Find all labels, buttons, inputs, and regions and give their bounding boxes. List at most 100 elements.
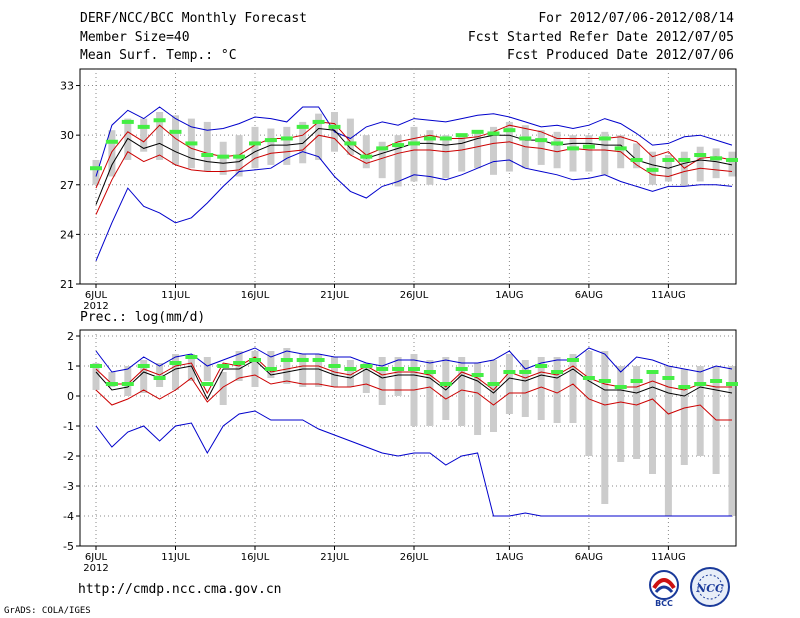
temp-observed-marker xyxy=(169,129,182,134)
prec-spread-box xyxy=(203,357,211,381)
temp-spread-box xyxy=(267,128,275,165)
prec-xtick-label: 6JUL xyxy=(85,552,108,563)
temp-spread-box xyxy=(378,141,386,179)
temp-observed-marker xyxy=(90,166,102,171)
temp-spread-box xyxy=(569,135,577,172)
prec-observed-marker xyxy=(312,358,325,362)
temp-spread-box xyxy=(299,121,307,164)
temp-frame xyxy=(79,68,737,285)
prec-observed-marker xyxy=(217,364,230,368)
prec-spread-box xyxy=(267,351,275,378)
prec-ytick-label: -4 xyxy=(63,510,74,523)
temp-xtick-label: 6AUG xyxy=(575,290,603,301)
temp-xtick-label: 11AUG xyxy=(651,290,686,301)
temp-observed-marker xyxy=(312,119,325,124)
prec-ytick-label: -1 xyxy=(63,420,74,433)
prec-xtick-label: 26JUL xyxy=(400,552,429,563)
temp-observed-marker xyxy=(503,128,516,133)
temp-xtick-label: 6JUL xyxy=(85,290,108,301)
temp-xtick-label: 1AUG xyxy=(495,290,523,301)
temp-observed-marker xyxy=(328,124,341,129)
prec-spread-box xyxy=(664,366,672,516)
temp-observed-marker xyxy=(646,167,659,172)
temp-xtick-label: 26JUL xyxy=(400,290,429,301)
prec-spread-box xyxy=(426,360,434,426)
temp-spread-box xyxy=(585,135,593,172)
temp-spread-box xyxy=(410,126,418,182)
prec-observed-marker xyxy=(296,358,309,362)
temp-observed-marker xyxy=(392,143,405,148)
temp-observed-marker xyxy=(105,139,118,144)
temp-spread-box xyxy=(283,126,291,165)
temp-observed-marker xyxy=(487,131,500,136)
prec-ytick-label: 1 xyxy=(67,360,74,373)
temp-spread-box xyxy=(728,151,736,177)
prec-observed-marker xyxy=(90,364,102,368)
temp-observed-marker xyxy=(567,146,579,151)
temp-line-ensemble-max xyxy=(95,106,733,177)
prec-observed-marker xyxy=(121,382,134,386)
temp-observed-marker xyxy=(694,153,707,157)
temp-spread-box xyxy=(712,148,720,179)
prec-observed-marker xyxy=(710,379,723,383)
temp-spread-box xyxy=(458,135,466,172)
temp-line-ensemble-lower xyxy=(95,134,733,215)
prec-ytick-label: 0 xyxy=(67,390,74,403)
temp-observed-marker xyxy=(153,118,166,123)
temp-observed-marker xyxy=(423,136,436,141)
temp-spread-box xyxy=(315,113,323,160)
produced-date: Fcst Produced Date 2012/07/06 xyxy=(507,48,734,63)
prec-observed-marker xyxy=(487,382,500,386)
prec-observed-marker xyxy=(646,370,659,374)
prec-xtick-label: 6AUG xyxy=(575,552,603,563)
temp-observed-marker xyxy=(471,129,484,134)
temp-observed-marker xyxy=(678,157,691,162)
prec-year-label: 2012 xyxy=(83,563,108,574)
prec-spread-box xyxy=(458,357,466,426)
prec-observed-marker xyxy=(376,367,389,371)
prec-spread-box xyxy=(362,363,370,393)
temp-spread-box xyxy=(553,131,561,169)
prec-observed-marker xyxy=(169,361,182,365)
temp-observed-marker xyxy=(280,136,293,141)
prec-xtick-label: 1AUG xyxy=(495,552,523,563)
prec-spread-box xyxy=(490,360,497,432)
member-size: Member Size=40 xyxy=(80,30,190,45)
prec-observed-marker xyxy=(439,382,452,386)
prec-observed-marker xyxy=(630,379,643,383)
prec-observed-marker xyxy=(249,358,261,362)
temp-ytick-label: 27 xyxy=(60,179,74,192)
temp-observed-marker xyxy=(439,136,452,141)
prec-observed-marker xyxy=(280,358,293,362)
temp-observed-marker xyxy=(376,146,389,151)
temp-observed-marker xyxy=(264,138,277,143)
prec-ytick-label: -2 xyxy=(63,450,74,463)
temp-spread-box xyxy=(426,130,434,185)
prec-spread-box xyxy=(505,354,513,414)
prec-spread-box xyxy=(346,360,354,387)
prec-xtick-label: 11JUL xyxy=(161,552,190,563)
prec-observed-marker xyxy=(503,370,516,374)
prec-observed-marker xyxy=(678,385,691,389)
prec-frame xyxy=(79,329,737,547)
temp-spread-box xyxy=(140,118,148,152)
temp-spread-box xyxy=(474,131,482,169)
prec-spread-box xyxy=(172,354,179,390)
prec-spread-box xyxy=(680,369,688,465)
prec-observed-marker xyxy=(423,370,436,374)
prec-spread-box xyxy=(633,366,641,459)
temp-spread-box xyxy=(633,143,641,169)
prec-spread-box xyxy=(442,357,450,420)
temp-xtick-label: 16JUL xyxy=(241,290,270,301)
prec-observed-marker xyxy=(598,379,611,383)
temp-observed-marker xyxy=(455,133,468,138)
prec-spread-box xyxy=(585,351,593,456)
prec-spread-box xyxy=(283,348,291,384)
prec-observed-marker xyxy=(233,361,246,365)
prec-observed-marker xyxy=(392,367,405,371)
source-url: http://cmdp.ncc.cma.gov.cn xyxy=(78,582,282,597)
temp-line-ensemble-upper xyxy=(95,121,733,189)
temp-spread-box xyxy=(172,115,179,165)
prec-spread-box xyxy=(728,366,736,516)
temp-spread-box xyxy=(362,135,370,169)
